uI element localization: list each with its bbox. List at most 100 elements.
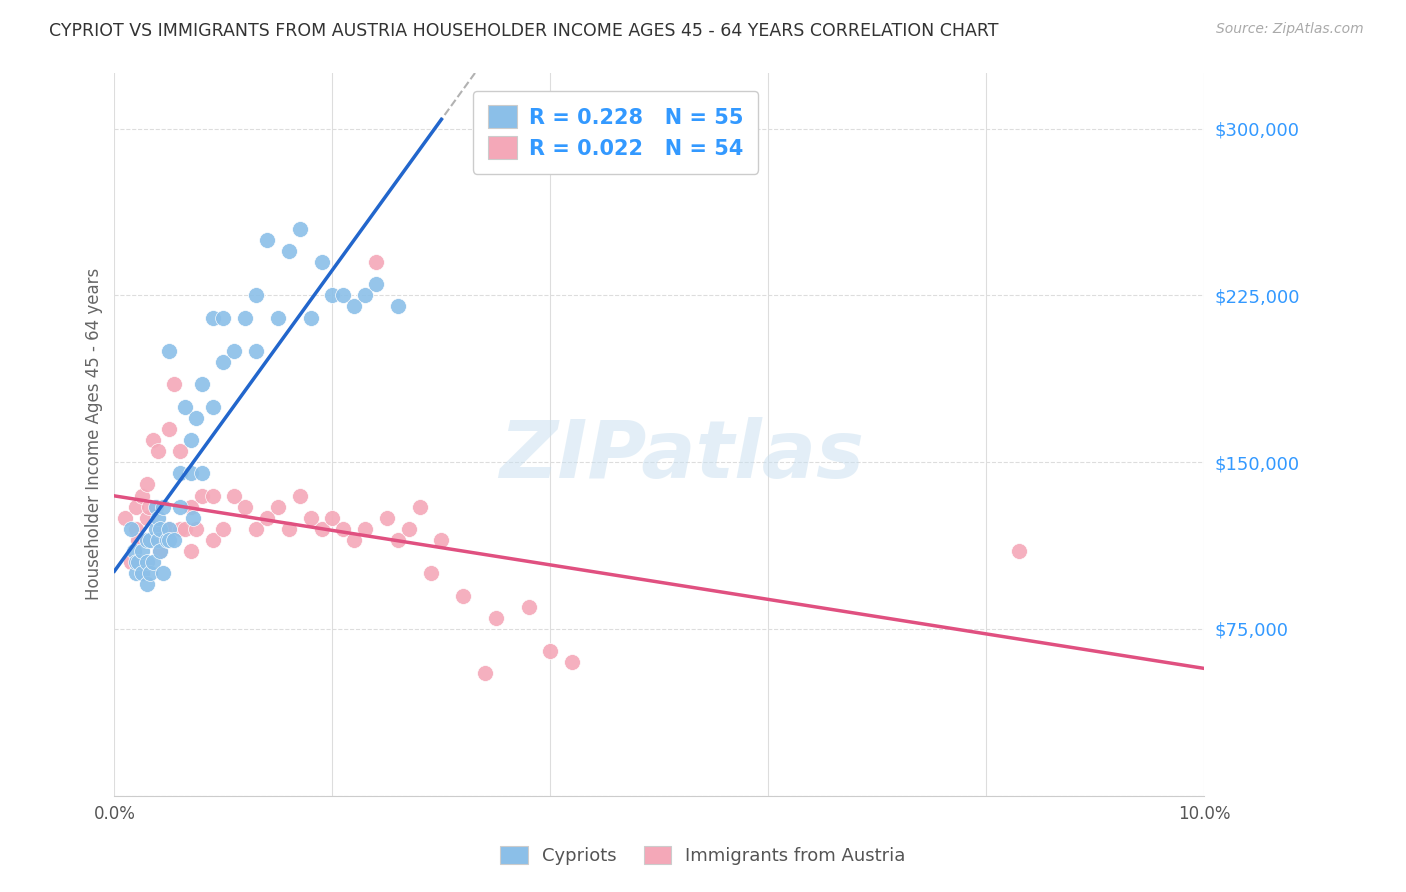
Point: [364, 255, 387, 269]
Point: [343, 300, 366, 314]
Point: [267, 500, 290, 514]
Point: [152, 566, 174, 581]
Point: [142, 555, 165, 569]
Point: [190, 467, 212, 481]
Point: [277, 522, 299, 536]
Point: [561, 656, 583, 670]
Point: [152, 522, 174, 536]
Point: [299, 510, 322, 524]
Point: [125, 500, 148, 514]
Point: [157, 533, 180, 547]
Point: [408, 500, 430, 514]
Point: [163, 533, 186, 547]
Point: [186, 410, 208, 425]
Point: [398, 522, 420, 536]
Point: [146, 510, 169, 524]
Point: [256, 233, 278, 247]
Point: [181, 510, 204, 524]
Text: ZIPatlas: ZIPatlas: [499, 417, 863, 495]
Point: [146, 444, 169, 458]
Point: [169, 522, 191, 536]
Point: [120, 522, 142, 536]
Point: [288, 489, 311, 503]
Point: [321, 510, 343, 524]
Point: [127, 555, 149, 569]
Point: [156, 533, 179, 547]
Y-axis label: Householder Income Ages 45 - 64 years: Householder Income Ages 45 - 64 years: [86, 268, 103, 600]
Point: [125, 566, 148, 581]
Point: [321, 288, 343, 302]
Point: [212, 355, 235, 369]
Point: [451, 589, 474, 603]
Point: [224, 343, 246, 358]
Point: [332, 522, 354, 536]
Point: [157, 343, 180, 358]
Point: [114, 510, 136, 524]
Point: [169, 444, 191, 458]
Point: [180, 500, 202, 514]
Point: [145, 533, 167, 547]
Point: [180, 467, 202, 481]
Point: [267, 310, 290, 325]
Point: [186, 522, 208, 536]
Point: [332, 288, 354, 302]
Point: [430, 533, 453, 547]
Point: [127, 533, 149, 547]
Point: [139, 566, 162, 581]
Point: [233, 310, 256, 325]
Point: [375, 510, 398, 524]
Point: [157, 522, 180, 536]
Point: [131, 489, 153, 503]
Text: Source: ZipAtlas.com: Source: ZipAtlas.com: [1216, 22, 1364, 37]
Point: [157, 422, 180, 436]
Point: [169, 467, 191, 481]
Point: [174, 400, 197, 414]
Point: [136, 477, 159, 491]
Point: [138, 500, 160, 514]
Point: [122, 544, 145, 558]
Legend: R = 0.228   N = 55, R = 0.022   N = 54: R = 0.228 N = 55, R = 0.022 N = 54: [474, 91, 758, 174]
Point: [364, 277, 387, 292]
Point: [149, 544, 172, 558]
Text: CYPRIOT VS IMMIGRANTS FROM AUSTRIA HOUSEHOLDER INCOME AGES 45 - 64 YEARS CORRELA: CYPRIOT VS IMMIGRANTS FROM AUSTRIA HOUSE…: [49, 22, 998, 40]
Point: [125, 555, 148, 569]
Point: [354, 288, 377, 302]
Point: [387, 300, 409, 314]
Point: [190, 377, 212, 392]
Point: [169, 500, 191, 514]
Point: [245, 522, 267, 536]
Point: [311, 522, 333, 536]
Point: [201, 489, 224, 503]
Point: [145, 522, 167, 536]
Point: [157, 522, 180, 536]
Point: [311, 255, 333, 269]
Point: [149, 522, 172, 536]
Point: [180, 544, 202, 558]
Point: [136, 510, 159, 524]
Point: [538, 644, 561, 658]
Point: [190, 489, 212, 503]
Point: [343, 533, 366, 547]
Point: [485, 611, 508, 625]
Point: [142, 433, 165, 447]
Point: [212, 522, 235, 536]
Legend: Cypriots, Immigrants from Austria: Cypriots, Immigrants from Austria: [494, 838, 912, 872]
Point: [163, 377, 186, 392]
Point: [1008, 544, 1031, 558]
Point: [419, 566, 441, 581]
Point: [136, 533, 159, 547]
Point: [387, 533, 409, 547]
Point: [233, 500, 256, 514]
Point: [517, 599, 540, 614]
Point: [201, 310, 224, 325]
Point: [474, 666, 496, 681]
Point: [256, 510, 278, 524]
Point: [180, 433, 202, 447]
Point: [146, 533, 169, 547]
Point: [131, 544, 153, 558]
Point: [120, 555, 142, 569]
Point: [125, 522, 148, 536]
Point: [152, 500, 174, 514]
Point: [131, 566, 153, 581]
Point: [288, 221, 311, 235]
